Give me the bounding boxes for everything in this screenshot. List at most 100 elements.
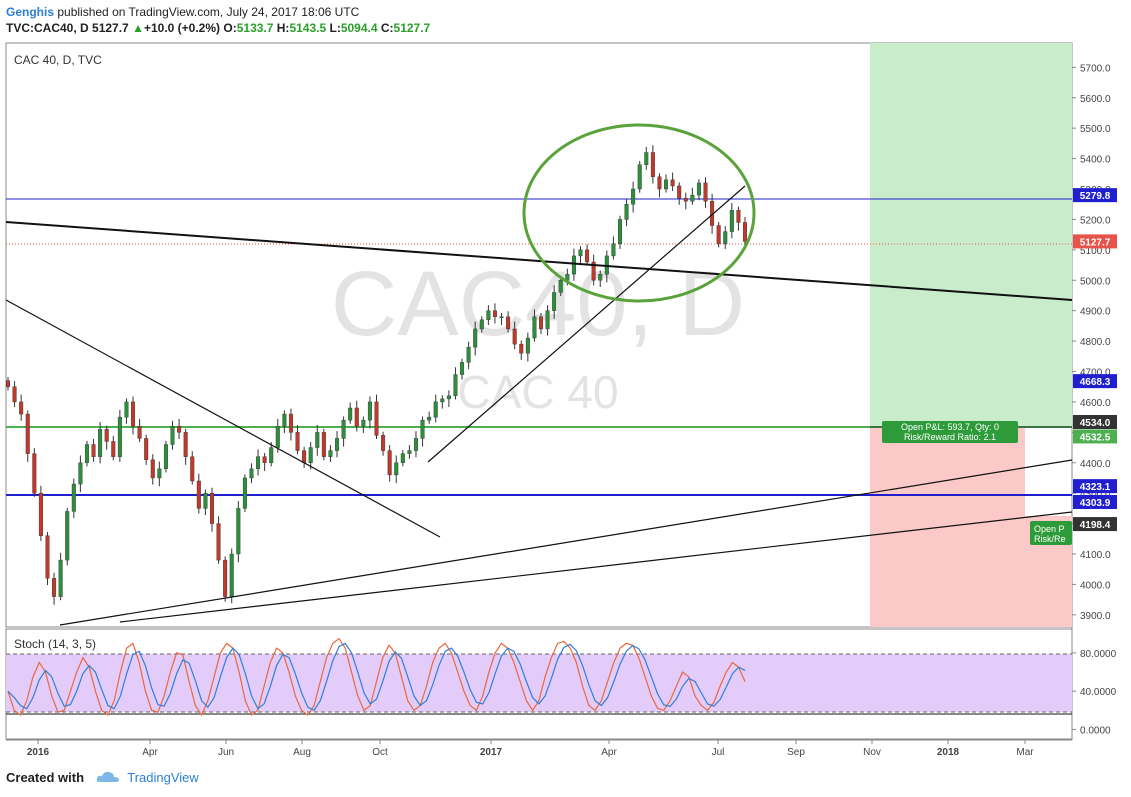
level-label-text: 5127.7: [1080, 237, 1111, 248]
candle-body: [473, 328, 478, 348]
level-label-text: 4198.4: [1080, 520, 1111, 531]
price-tick-label: 4900.0: [1080, 307, 1111, 318]
candle-body: [427, 416, 432, 421]
time-tick-label: Apr: [601, 747, 617, 758]
candle-body: [262, 456, 267, 463]
watermark-name: CAC 40: [457, 366, 618, 418]
candle-body: [170, 426, 175, 445]
price-tick-label: 4600.0: [1080, 398, 1111, 409]
level-label-text: 4303.9: [1080, 498, 1111, 509]
price-tick-label: 5000.0: [1080, 276, 1111, 287]
candle-body: [190, 456, 195, 482]
candle-body: [45, 535, 50, 579]
tradingview-brand[interactable]: TradingView: [127, 770, 199, 785]
stoch-tick-label: 80.0000: [1080, 649, 1117, 660]
candle-body: [5, 380, 10, 387]
candle-body: [111, 441, 116, 457]
candle-body: [670, 179, 675, 187]
change-value: +10.0 (+0.2%): [143, 21, 221, 35]
candle-body: [611, 243, 616, 257]
candle-body: [683, 197, 688, 202]
time-tick-label: 2018: [937, 747, 960, 758]
position-label-box[interactable]: [882, 421, 1018, 443]
highlight-ellipse[interactable]: [522, 123, 756, 303]
time-tick-label: 2016: [27, 747, 50, 758]
candle-body: [19, 401, 24, 415]
candle-body: [84, 444, 89, 463]
stoch-band: [6, 654, 1072, 712]
candle-body: [209, 492, 214, 524]
candle-body: [328, 450, 333, 457]
candle-body: [446, 395, 451, 400]
candle-body: [506, 316, 511, 330]
author-link[interactable]: Genghis: [6, 5, 55, 19]
level-label-box: [1073, 479, 1117, 494]
candle-body: [440, 398, 445, 403]
candle-body: [571, 255, 576, 275]
candle-body: [696, 182, 701, 196]
candle-body: [460, 362, 465, 375]
time-tick-label: Jul: [712, 747, 725, 758]
candle-body: [486, 310, 491, 320]
candle-body: [71, 483, 76, 512]
stoch-k-line: [7, 637, 746, 717]
stop-zone: [870, 427, 1025, 627]
low-value: 5094.4: [340, 21, 378, 35]
candle-body: [78, 462, 83, 485]
candle-body: [341, 419, 346, 439]
up-arrow-icon: ▲: [132, 21, 144, 35]
candle-body: [308, 447, 313, 463]
long-up-trendline-1[interactable]: [59, 459, 1073, 626]
candle-body: [65, 511, 70, 561]
price-tick-label: 4400.0: [1080, 459, 1111, 470]
candle-body: [91, 444, 96, 457]
up-trendline[interactable]: [427, 185, 746, 463]
candle-body: [295, 432, 300, 451]
candle-body: [12, 386, 17, 403]
candle-body: [157, 468, 162, 479]
price-tick-label: 5700.0: [1080, 63, 1111, 74]
candle-body: [236, 508, 241, 555]
candle-body: [433, 401, 438, 418]
time-axis[interactable]: 2016 Apr Jun Aug Oct 2017 Apr Jul Sep Nov 2018 Mar: [6, 739, 1072, 758]
candle-body: [124, 401, 129, 418]
candle-body: [216, 523, 221, 561]
candle-body: [466, 346, 471, 363]
level-label-box: [1073, 517, 1117, 532]
candle-body: [407, 450, 412, 454]
candle-body: [163, 444, 168, 470]
candle-body: [98, 429, 103, 457]
candle-body: [585, 249, 590, 263]
price-tick-label: 4800.0: [1080, 337, 1111, 348]
candle-body: [367, 401, 372, 421]
time-tick-label: Nov: [863, 747, 881, 758]
candles-group: [5, 145, 748, 605]
candle-body: [131, 401, 136, 427]
position-label-box-2[interactable]: [1030, 521, 1072, 545]
chart-header: Genghis published on TradingView.com, Ju…: [6, 4, 1106, 36]
candle-body: [703, 182, 708, 202]
position-label-line1: Open P&L: 593.7, Qty: 0: [901, 422, 999, 432]
open-value: 5133.7: [236, 21, 274, 35]
close-label: C:: [380, 21, 394, 35]
candle-body: [729, 210, 734, 232]
candle-body: [58, 559, 63, 597]
symbol-label: TVC:CAC40, D: [6, 21, 89, 35]
price-axis[interactable]: 3900.04000.04100.04200.04300.04400.04500…: [1072, 63, 1111, 622]
candle-body: [137, 426, 142, 439]
down-trendline[interactable]: [5, 299, 441, 538]
stoch-axis: 0.0000 40.0000 80.0000: [1072, 649, 1117, 736]
candle-body: [558, 280, 563, 293]
high-value: 5143.5: [289, 21, 327, 35]
candle-body: [723, 231, 728, 244]
level-label-text: 4323.1: [1080, 482, 1111, 493]
candle-body: [203, 492, 208, 509]
long-down-trendline[interactable]: [5, 221, 1073, 301]
long-up-trendline-2[interactable]: [119, 511, 1073, 623]
candle-body: [598, 273, 603, 281]
candle-body: [315, 432, 320, 448]
level-labels: 5279.8 5127.7 4668.3 4534.0 4532.5 4323.1 4303…: [1073, 188, 1117, 532]
candle-body: [196, 480, 201, 509]
position-label-2-line2: Risk/Re: [1034, 534, 1066, 544]
